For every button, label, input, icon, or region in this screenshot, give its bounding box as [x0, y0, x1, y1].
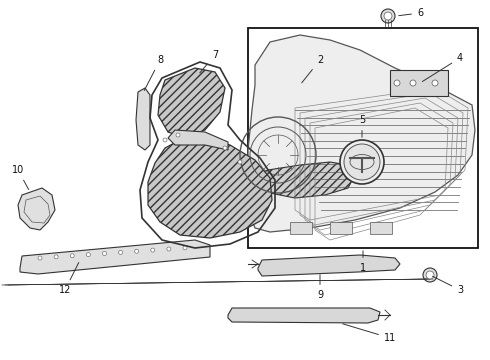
Bar [370, 222, 392, 234]
Text: 1: 1 [360, 251, 366, 273]
Circle shape [54, 255, 58, 259]
Bar [390, 70, 448, 96]
Circle shape [426, 271, 434, 279]
Polygon shape [248, 35, 475, 232]
Circle shape [183, 246, 187, 250]
Text: 7: 7 [200, 50, 218, 73]
Circle shape [340, 140, 384, 184]
Circle shape [163, 138, 167, 142]
Circle shape [238, 160, 242, 164]
Text: 4: 4 [422, 53, 463, 81]
Circle shape [119, 250, 122, 255]
Polygon shape [158, 68, 225, 138]
Text: 10: 10 [12, 165, 29, 190]
Text: 5: 5 [359, 115, 365, 137]
Polygon shape [228, 308, 380, 323]
Text: 11: 11 [343, 324, 396, 343]
Text: 8: 8 [144, 55, 163, 90]
Polygon shape [136, 88, 150, 150]
Circle shape [223, 146, 227, 150]
Circle shape [70, 254, 74, 258]
Circle shape [381, 9, 395, 23]
Polygon shape [18, 188, 55, 230]
Circle shape [167, 247, 171, 251]
Circle shape [135, 249, 139, 253]
Polygon shape [258, 255, 400, 276]
Circle shape [384, 12, 392, 20]
Polygon shape [168, 130, 228, 150]
Circle shape [151, 248, 155, 252]
Polygon shape [148, 138, 272, 238]
Circle shape [394, 80, 400, 86]
Text: 12: 12 [59, 262, 79, 295]
Text: 2: 2 [302, 55, 323, 83]
Text: 9: 9 [317, 275, 323, 300]
Bar [248, 28, 478, 248]
Circle shape [423, 268, 437, 282]
Circle shape [344, 144, 380, 180]
Circle shape [102, 252, 106, 256]
Polygon shape [248, 162, 355, 198]
Polygon shape [20, 240, 210, 274]
Circle shape [432, 80, 438, 86]
Circle shape [410, 80, 416, 86]
Circle shape [86, 253, 90, 257]
Text: 3: 3 [433, 276, 463, 295]
Circle shape [176, 133, 180, 137]
Bar [290, 222, 312, 234]
Bar [330, 222, 352, 234]
Text: 6: 6 [399, 8, 423, 18]
Circle shape [38, 256, 42, 260]
